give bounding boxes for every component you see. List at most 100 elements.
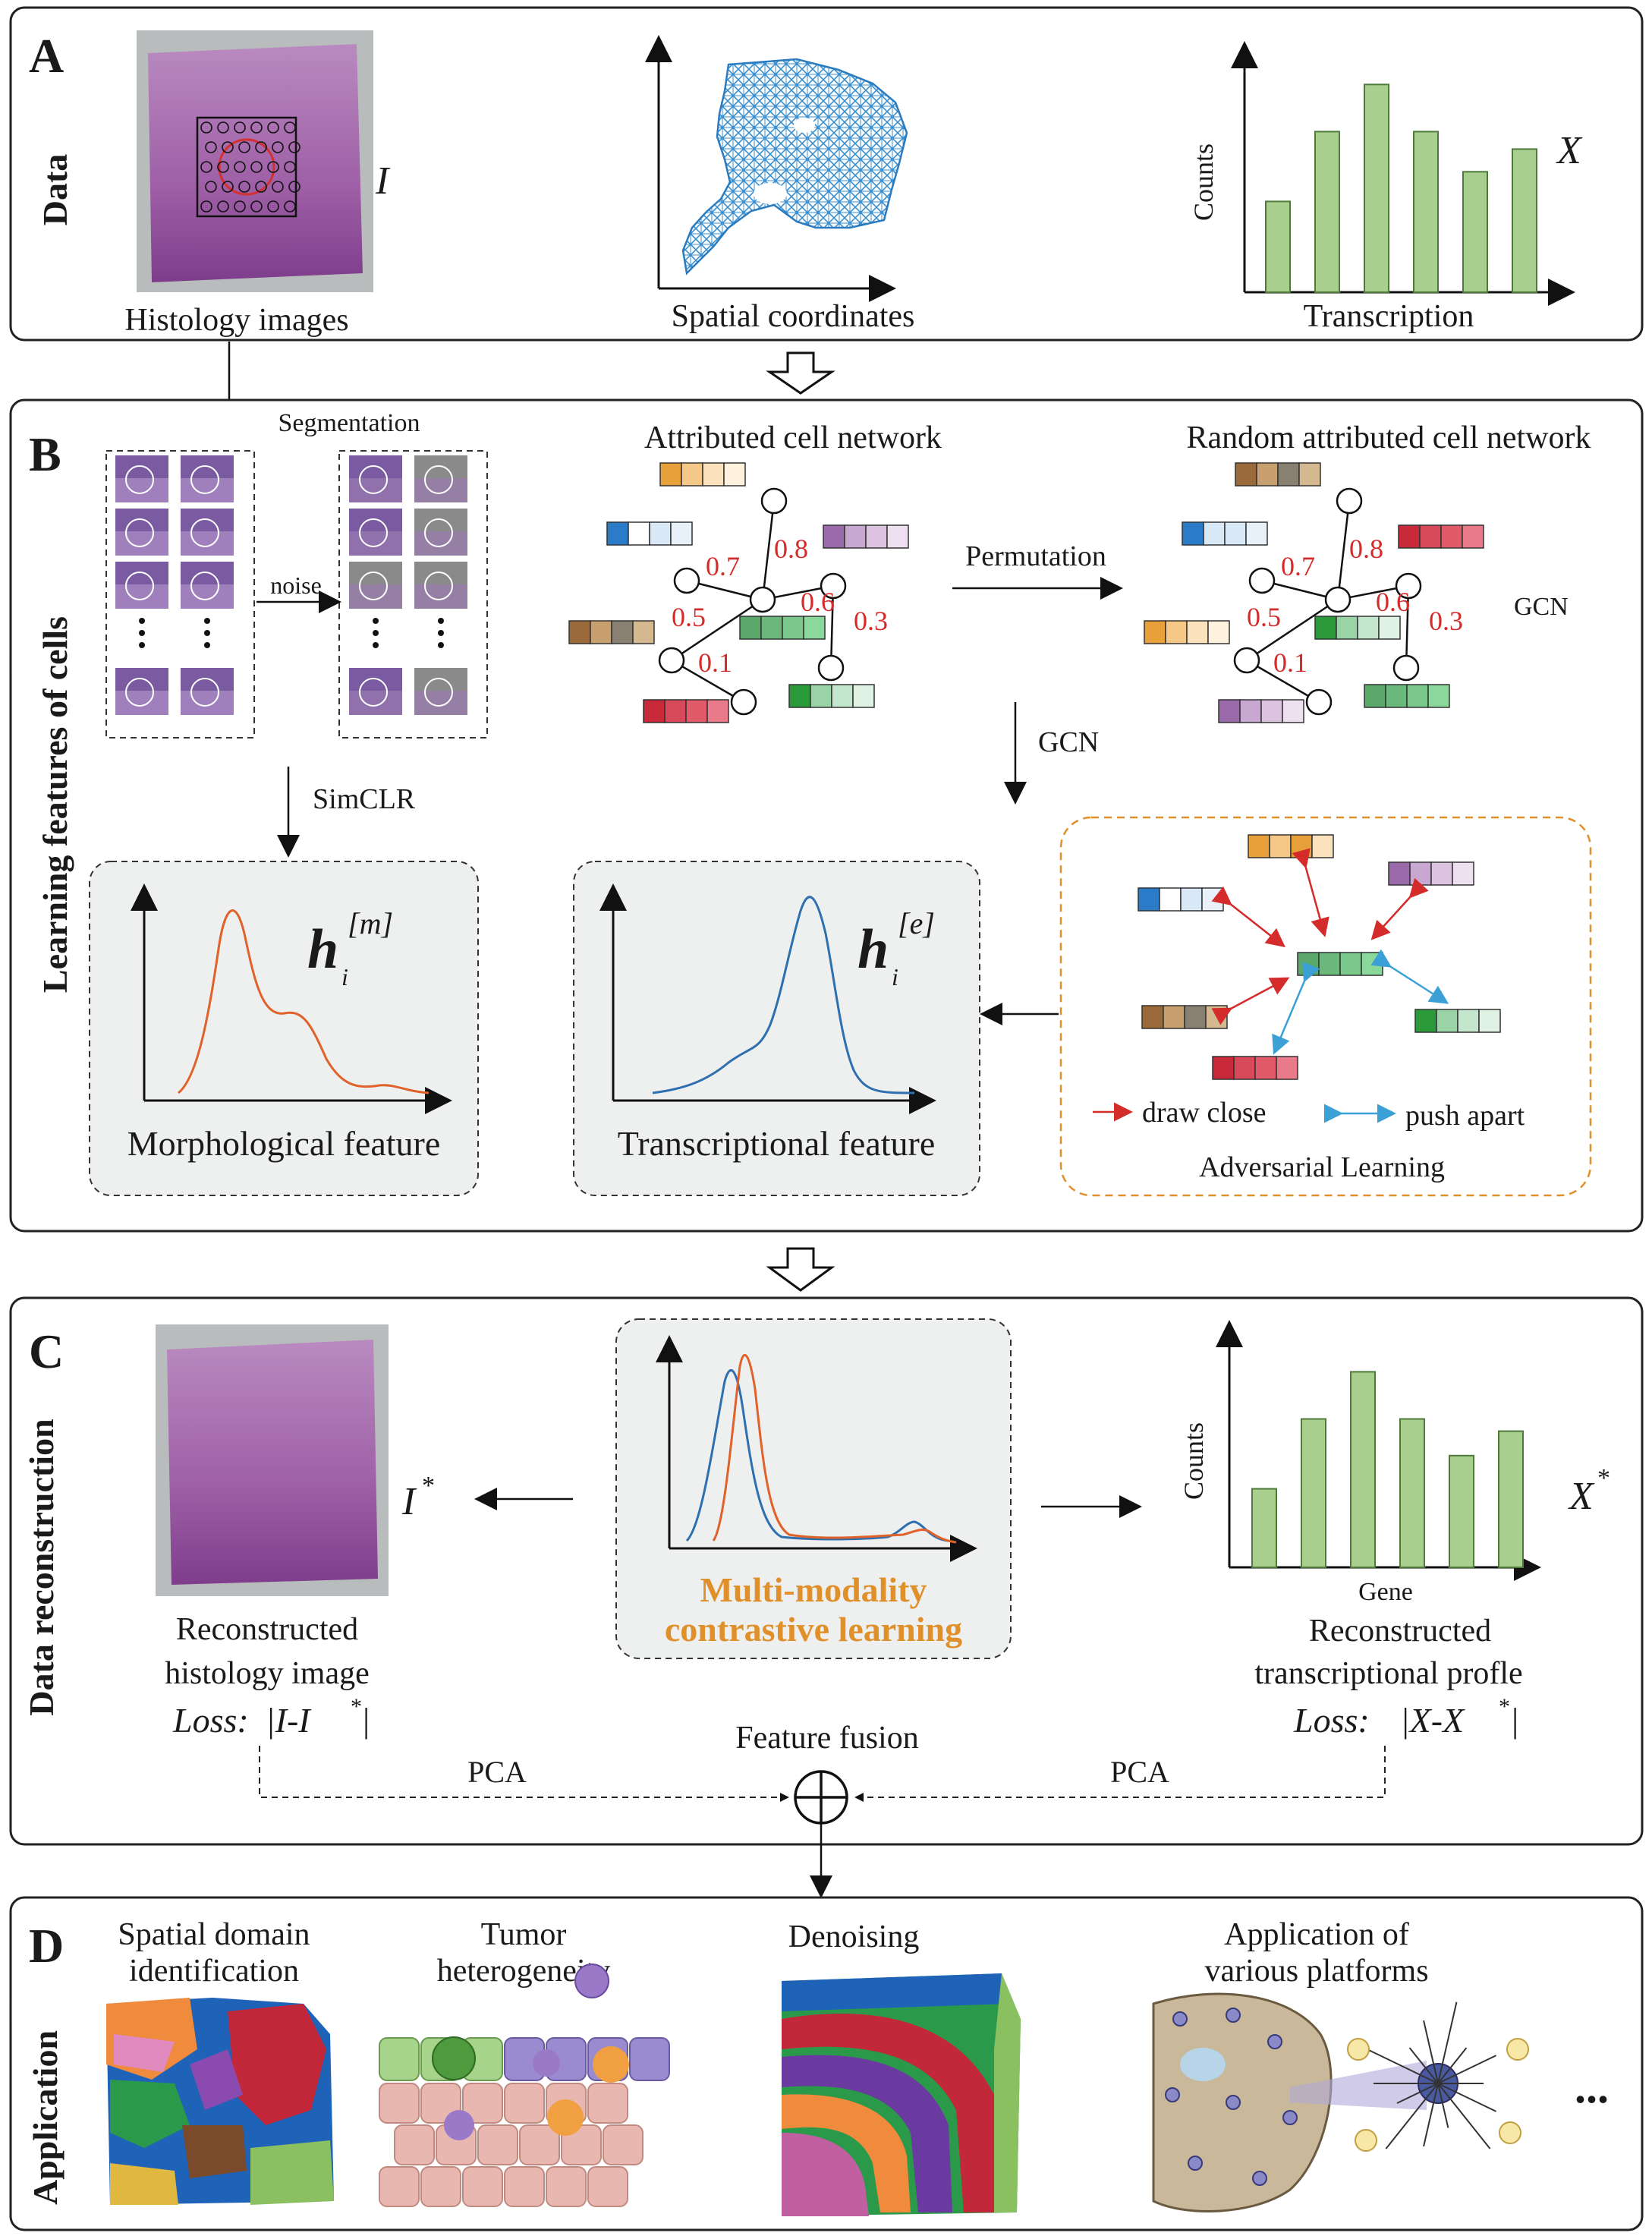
app2-line1: Tumor <box>481 1917 567 1952</box>
morphological-feature-curve <box>178 909 430 1094</box>
patch-cell-outline <box>190 678 219 707</box>
feature-cell <box>1436 1009 1458 1033</box>
panel-d: D Application Spatial domain identificat… <box>9 1896 1644 2231</box>
tissue-cell <box>379 2083 420 2124</box>
patch-shade <box>115 691 168 715</box>
bar-c-xlabel: Gene <box>1358 1578 1413 1606</box>
feature-cell <box>1165 620 1188 644</box>
edge-weight: 0.5 <box>1247 602 1281 632</box>
platforms-illustration: ... <box>1152 1992 1609 2213</box>
neuron-branch <box>1437 2083 1491 2149</box>
tumor-cell <box>629 2037 670 2081</box>
ellipsis-dot <box>438 630 444 636</box>
tissue-cell <box>603 2124 643 2165</box>
spot <box>250 200 263 213</box>
trans-superscript: [e] <box>898 906 935 940</box>
feature-cell <box>590 620 612 644</box>
network-edge <box>761 500 776 600</box>
patch-shade <box>181 584 234 609</box>
synapse <box>1499 2121 1521 2144</box>
feature-cell <box>1364 684 1386 708</box>
spot <box>267 200 279 213</box>
spot-dot <box>1188 2156 1203 2171</box>
spot-grid <box>200 121 301 213</box>
tissue-cell <box>477 2124 518 2165</box>
pca-right-line <box>854 1746 1386 1798</box>
reconstructed-histology-image <box>156 1324 389 1596</box>
feature-cell <box>1385 684 1408 708</box>
neuron-branch <box>1362 2046 1439 2084</box>
patch-cell-outline <box>190 465 219 494</box>
neuron-branch <box>1437 2055 1497 2084</box>
loss-profile-expression: |X-X <box>1400 1701 1465 1740</box>
feature-cell <box>1409 861 1432 886</box>
feature-cell <box>1478 1009 1501 1033</box>
spot <box>205 141 217 153</box>
spot <box>284 161 296 173</box>
spot <box>272 181 284 193</box>
app1-line2: identification <box>129 1954 299 1989</box>
feature-cell <box>1180 887 1203 912</box>
feature-cell <box>1186 620 1209 644</box>
patch-cell-outline <box>424 518 453 547</box>
feature-cell <box>1182 521 1204 546</box>
network-node <box>1392 654 1420 682</box>
feature-cell <box>706 699 729 723</box>
feature-cell <box>1457 1009 1480 1033</box>
neuron-branch <box>1437 2001 1458 2084</box>
synapse <box>1355 2129 1377 2152</box>
gcn-label-down: GCN <box>1038 726 1099 758</box>
bar <box>1265 200 1291 293</box>
feature-cell <box>1207 620 1230 644</box>
edge-weight: 0.6 <box>1376 587 1410 617</box>
feature-cell <box>611 620 634 644</box>
panel-a: A Data I Histology images Spatial coordi… <box>9 6 1644 342</box>
feature-cell <box>1318 952 1341 976</box>
spot-dot <box>1226 2008 1241 2023</box>
patch-shade <box>115 531 168 556</box>
morph-subscript: i <box>341 963 348 990</box>
edge-weight: 0.5 <box>672 602 706 632</box>
ellipsis-dot <box>204 618 210 624</box>
ellipsis-dot <box>373 642 379 648</box>
feature-cell <box>1224 521 1247 546</box>
patch-cell-outline <box>125 518 154 547</box>
feature-cell <box>1141 1005 1164 1029</box>
bar <box>1364 83 1389 294</box>
neuron-branch <box>1423 2083 1439 2147</box>
network-edge <box>1246 659 1320 704</box>
recon-image-caption-2: histology image <box>165 1656 369 1691</box>
feature-cell <box>1361 952 1383 976</box>
morph-feature-label: Morphological feature <box>127 1124 441 1163</box>
feature-cell <box>702 462 725 487</box>
neuron-branch <box>1437 2083 1449 2128</box>
network-edge <box>671 659 744 704</box>
feature-cell <box>1269 834 1292 858</box>
feature-cell <box>1357 616 1380 640</box>
ellipsis-dot <box>373 630 379 636</box>
spot <box>267 121 279 134</box>
feature-cell <box>1260 699 1283 723</box>
feature-cell <box>659 462 682 487</box>
panel-b-side-label: Learning features of cells <box>36 616 74 993</box>
contrastive-learning-box: Multi-modality contrastive learning <box>615 1318 1012 1659</box>
panel-a-side-label: Data <box>36 154 74 226</box>
pca-left-label: PCA <box>467 1755 527 1789</box>
feature-cell <box>1427 684 1450 708</box>
tissue-cell <box>420 2166 461 2207</box>
app1-line1: Spatial domain <box>118 1917 310 1952</box>
spot-dot <box>1226 2095 1241 2110</box>
tissue-cell <box>587 2083 628 2124</box>
patch-cell-outline <box>359 678 388 707</box>
tissue-cell <box>504 2166 545 2207</box>
morph-superscript: [m] <box>348 906 393 940</box>
tissue-cell <box>379 2166 420 2207</box>
feature-cell <box>1245 521 1268 546</box>
bar <box>1512 148 1537 293</box>
random-network-title: Random attributed cell network <box>1186 420 1591 455</box>
edge-weight: 0.3 <box>1429 606 1463 636</box>
attributed-cell-network: 0.7 0.8 0.6 0.5 0.3 0.1 <box>568 462 909 723</box>
spatial-domain-map <box>106 1998 334 2205</box>
feature-cell <box>844 524 867 549</box>
image-star-mark: * <box>422 1472 435 1500</box>
